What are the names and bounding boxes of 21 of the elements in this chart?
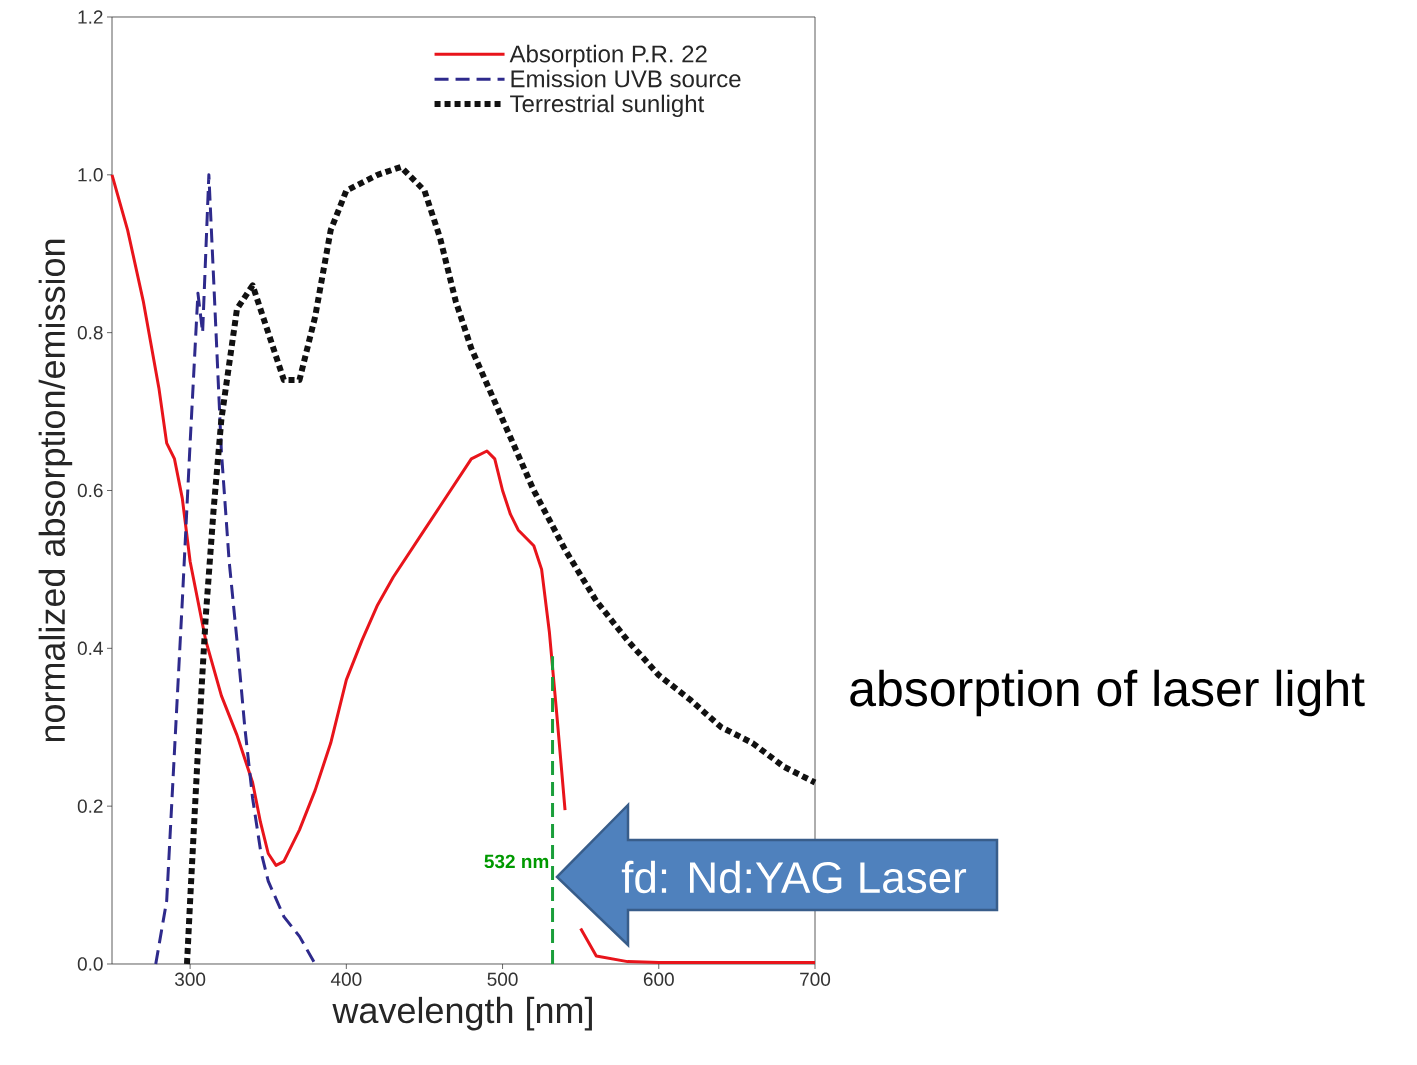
x-tick-label: 700 (800, 972, 831, 986)
annotation: 532 nm (484, 854, 549, 869)
annotation: fd: Nd:YAG Laser (621, 860, 967, 894)
x-tick-label: 400 (330, 972, 362, 986)
legend-label: Emission UVB source (511, 69, 741, 88)
y-tick-label: 0.2 (77, 799, 103, 813)
x-axis-title: wavelength [nm] (332, 996, 592, 1031)
line-series (154, 173, 317, 966)
y-axis-title: normalized absorption/emission (38, 239, 73, 742)
text: absorption of laser light (850, 669, 1365, 717)
y-tick-label: 0.0 (77, 957, 103, 971)
y-tick-label: 1.2 (78, 10, 103, 24)
y-tick-label: 1.0 (78, 168, 103, 182)
x-tick-label: 600 (643, 972, 674, 986)
x-tick-label: 300 (174, 972, 206, 986)
y-tick-label: 0.8 (77, 325, 103, 340)
x-tick-label: 500 (487, 972, 518, 986)
legend-label: Absorption P.R. 22 (509, 44, 707, 68)
y-tick-label: 0.4 (77, 641, 103, 656)
legend-label: Terrestrial sunlight (510, 94, 705, 118)
y-tick-label: 0.6 (77, 483, 103, 498)
